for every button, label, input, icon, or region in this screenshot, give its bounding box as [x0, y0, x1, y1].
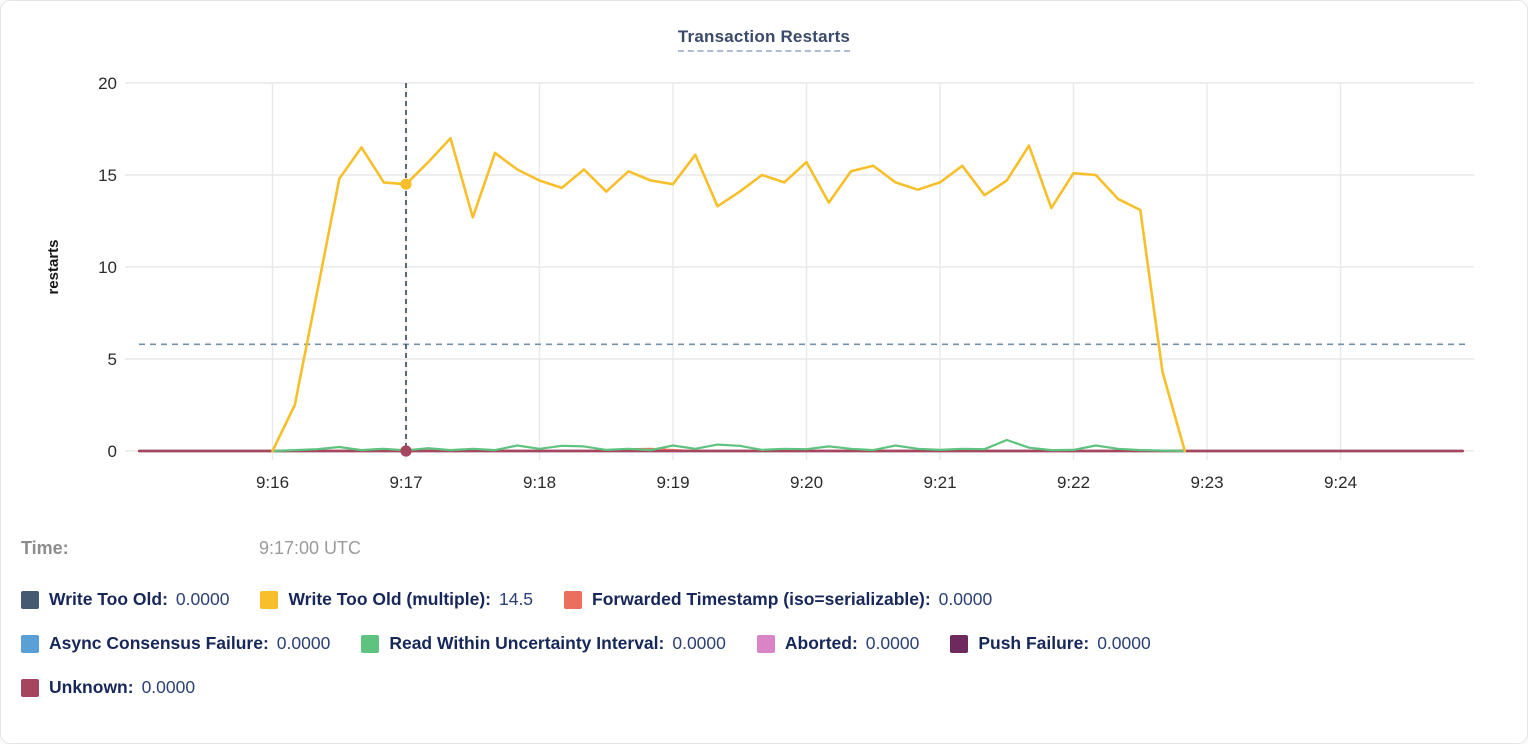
hover-dot-write-too-old-multiple: [400, 178, 412, 190]
x-tick-label: 9:18: [523, 473, 556, 492]
legend-swatch-read-within-uncertainty-interval: [361, 634, 380, 653]
series-line-write-too-old-multiple: [271, 136, 1187, 453]
y-tick-label: 15: [98, 166, 117, 185]
legend-label: Async Consensus Failure:: [49, 633, 269, 653]
legend-item-forwarded-timestamp-iso-serializable: Forwarded Timestamp (iso=serializable): 0…: [564, 589, 992, 610]
legend-swatch-aborted: [756, 634, 775, 653]
y-tick-label: 5: [108, 350, 117, 369]
x-tick-label: 9:19: [656, 473, 689, 492]
transaction-restarts-chart[interactable]: 0 5 10 15 20 9:16 9:17 9:18 9:19 9:20 9:21 9:22 9:23…: [1, 1, 1527, 509]
chart-title[interactable]: Transaction Restarts: [677, 27, 851, 52]
legend-row-1: Write Too Old: 0.0000 Write Too Old (multi…: [21, 589, 1511, 610]
x-tick-label: 9:16: [256, 473, 289, 492]
y-tick-label: 10: [98, 258, 117, 277]
legend-value: 0.0000: [1097, 633, 1151, 653]
x-tick-label: 9:21: [923, 473, 956, 492]
legend-label: Push Failure:: [978, 633, 1090, 653]
legend-swatch-write-too-old: [21, 590, 39, 609]
legend-label: Forwarded Timestamp (iso=serializable):: [592, 589, 931, 609]
legend-value: 0.0000: [276, 633, 331, 653]
hover-time-value: 9:17:00 UTC: [259, 538, 362, 558]
legend-value: 14.5: [498, 589, 534, 609]
legend-item-write-too-old-multiple: Write Too Old (multiple): 14.5: [260, 589, 533, 610]
legend-item-read-within-uncertainty-interval: Read Within Uncertainty Interval: 0.0000: [361, 633, 726, 654]
y-axis-title: restarts: [45, 239, 62, 294]
legend-swatch-push-failure: [950, 634, 969, 653]
legend-item-unknown: Unknown: 0.0000: [21, 677, 195, 698]
legend-swatch-write-too-old-multiple: [260, 590, 279, 609]
legend-value: 0.0000: [938, 589, 993, 609]
chart-title-wrap: Transaction Restarts: [1, 27, 1527, 52]
legend-swatch-async-consensus-failure: [21, 634, 39, 653]
x-tick-label: 9:23: [1190, 473, 1223, 492]
legend-label: Write Too Old (multiple):: [288, 589, 491, 609]
legend-label: Unknown:: [49, 677, 134, 697]
legend-item-aborted: Aborted: 0.0000: [756, 633, 920, 654]
legend-label: Aborted:: [784, 633, 858, 653]
x-tick-label: 9:22: [1057, 473, 1090, 492]
legend-row-3: Unknown: 0.0000: [21, 677, 1511, 698]
legend-value: 0.0000: [672, 633, 726, 653]
chart-legend: Write Too Old: 0.0000 Write Too Old (multi…: [21, 589, 1511, 698]
legend-value: 0.0000: [865, 633, 920, 653]
legend-row-2: Async Consensus Failure: 0.0000 Read Withi…: [21, 633, 1511, 654]
legend-swatch-forwarded-timestamp-iso-serializable: [564, 590, 583, 609]
x-tick-label: 9:24: [1324, 473, 1357, 492]
y-tick-label: 20: [98, 74, 117, 93]
x-tick-label: 9:17: [389, 473, 422, 492]
legend-swatch-unknown: [21, 678, 39, 697]
legend-item-async-consensus-failure: Async Consensus Failure: 0.0000: [21, 633, 330, 654]
hover-time-label: Time:: [21, 538, 69, 558]
legend-value: 0.0000: [141, 677, 196, 697]
series-line-read-within-uncertainty-interval: [271, 438, 1186, 453]
legend-item-write-too-old: Write Too Old: 0.0000: [21, 589, 229, 610]
x-tick-label: 9:20: [790, 473, 823, 492]
legend-label: Read Within Uncertainty Interval:: [389, 633, 665, 653]
hover-dot-unknown: [400, 445, 412, 457]
legend-item-push-failure: Push Failure: 0.0000: [950, 633, 1151, 654]
legend-value: 0.0000: [175, 589, 230, 609]
hover-time-row: Time: 9:17:00 UTC: [21, 538, 361, 559]
y-tick-label: 0: [108, 442, 117, 461]
legend-label: Write Too Old:: [49, 589, 168, 609]
